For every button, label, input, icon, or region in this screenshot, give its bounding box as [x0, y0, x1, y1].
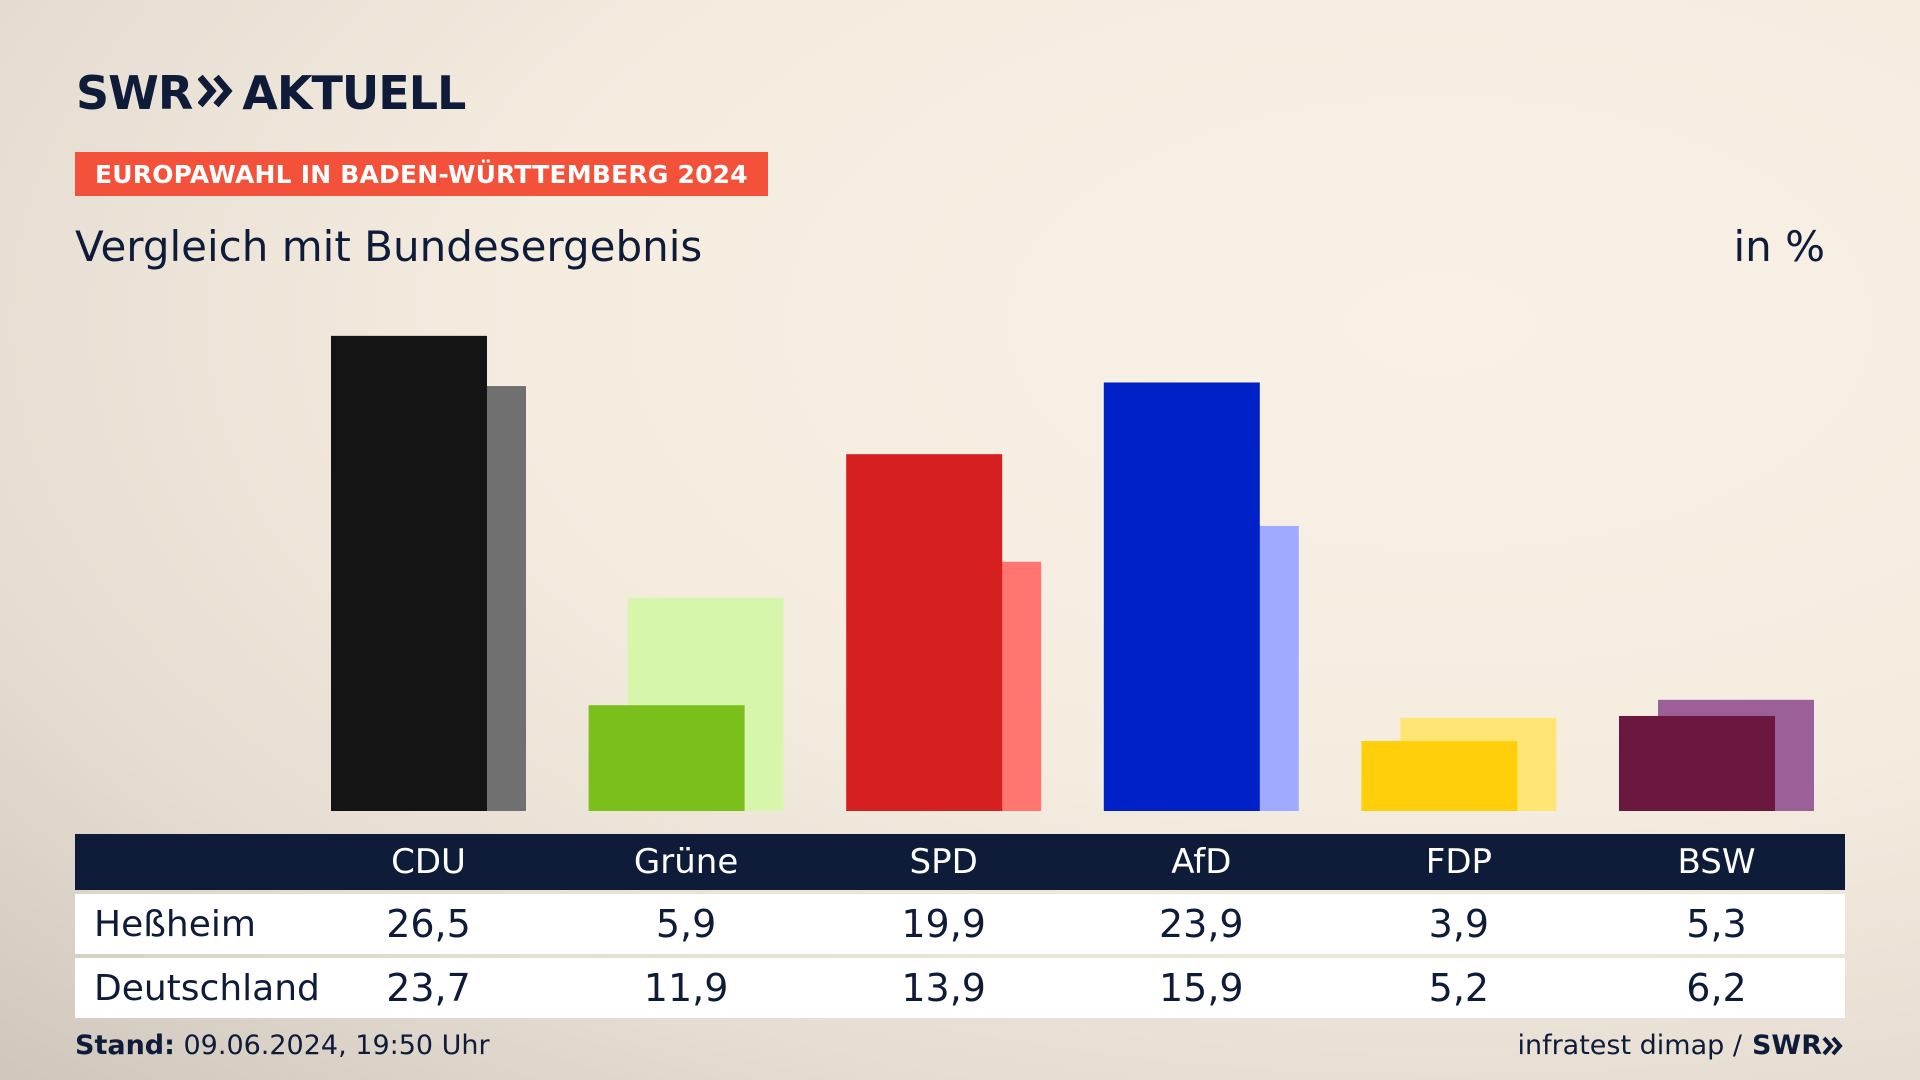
swr-small-logo: SWR — [1752, 1030, 1844, 1061]
stand-label: Stand: — [75, 1030, 175, 1061]
category-label: SPD — [909, 842, 978, 882]
bar-chart — [331, 335, 1814, 811]
category-label: FDP — [1425, 842, 1493, 882]
value-label: 15,9 — [1158, 966, 1244, 1010]
category-label: BSW — [1677, 842, 1756, 882]
row-label: Deutschland — [94, 967, 320, 1009]
value-label: 13,9 — [901, 966, 986, 1010]
value-label: 11,9 — [643, 966, 729, 1010]
value-label: 3,9 — [1428, 902, 1490, 946]
value-label: 5,3 — [1686, 902, 1747, 946]
value-label: 23,7 — [386, 966, 471, 1010]
double-chevron-icon — [1822, 1036, 1843, 1055]
category-label: CDU — [391, 842, 466, 882]
value-label: 23,9 — [1158, 902, 1244, 946]
bar-hessheim-fdp — [1361, 741, 1518, 811]
bar-hessheim-bsw — [1619, 715, 1775, 811]
bar-hessheim-cdu — [331, 335, 487, 811]
table-row: Heßheim 26,5 5,9 19,9 23,9 3,9 5,3 — [75, 894, 1845, 954]
logo-text-swr: SWR — [76, 66, 193, 120]
table-row: Deutschland 23,7 11,9 13,9 15,9 5,2 6,2 — [75, 958, 1845, 1018]
value-label: 5,2 — [1428, 966, 1490, 1010]
results-table: CDU Grüne SPD AfD FDP BSW Heßheim 26,5 5,9 19,9… — [75, 834, 1845, 1018]
value-label: 19,9 — [901, 902, 986, 946]
bar-hessheim-afd — [1103, 382, 1260, 811]
bar-hessheim-grüne — [588, 705, 745, 811]
source-text: infratest dimap / — [1517, 1030, 1742, 1061]
chart-subtitle: Vergleich mit Bundesergebnis — [75, 222, 703, 271]
category-label: Grüne — [633, 842, 739, 882]
value-label: 26,5 — [386, 902, 471, 946]
double-chevron-icon — [197, 74, 234, 112]
value-label: 5,9 — [655, 902, 717, 946]
table-header: CDU Grüne SPD AfD FDP BSW — [75, 834, 1845, 890]
row-label: Heßheim — [94, 903, 256, 945]
source: infratest dimap / SWR — [1517, 1030, 1844, 1061]
value-label: 6,2 — [1686, 966, 1747, 1010]
chart-unit: in % — [1733, 222, 1825, 271]
timestamp: Stand: 09.06.2024, 19:50 Uhr — [75, 1030, 490, 1061]
small-logo-text: SWR — [1751, 1030, 1822, 1061]
logo-text-aktuell: AKTUELL — [242, 66, 466, 120]
election-badge: EUROPAWAHL IN BADEN-WÜRTTEMBERG 2024 — [75, 152, 768, 196]
category-label: AfD — [1171, 842, 1232, 882]
stand-value: 09.06.2024, 19:50 Uhr — [174, 1030, 490, 1061]
swr-aktuell-logo: SWR AKTUELL — [76, 66, 466, 120]
bar-hessheim-spd — [846, 454, 1003, 811]
